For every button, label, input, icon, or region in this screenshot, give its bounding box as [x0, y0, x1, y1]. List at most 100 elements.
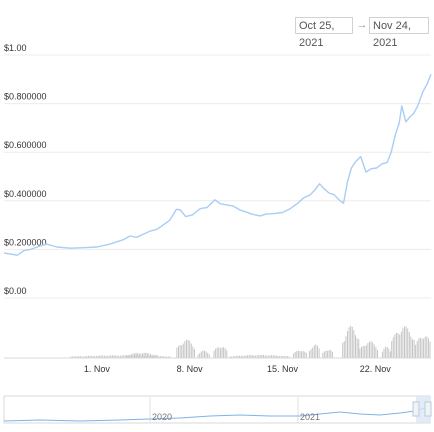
volume-bar: [87, 355, 89, 358]
volume-bar: [182, 343, 184, 358]
volume-bar: [137, 353, 139, 358]
volume-bar: [243, 355, 245, 358]
volume-bar: [358, 339, 360, 358]
volume-bar: [192, 346, 194, 358]
volume-bar: [355, 335, 356, 358]
volume-bar: [372, 342, 374, 358]
volume-bar: [364, 346, 366, 358]
volume-bar: [240, 355, 242, 358]
volume-bar: [426, 336, 428, 358]
volume-bar: [102, 355, 104, 358]
volume-bar: [322, 352, 324, 358]
volume-bar: [107, 355, 109, 358]
volume-bar: [148, 353, 150, 358]
volume-bar: [92, 356, 94, 358]
volume-bar: [151, 354, 153, 358]
volume-bar: [266, 355, 268, 358]
volume-bar: [313, 345, 315, 358]
volume-bar: [348, 327, 350, 358]
volume-bar: [216, 347, 218, 358]
volume-bar: [288, 356, 290, 358]
x-tick-label: 22. Nov: [360, 364, 392, 374]
volume-bar: [294, 351, 296, 358]
volume-bar: [350, 325, 352, 358]
volume-bar: [331, 351, 333, 358]
volume-bar: [169, 356, 171, 358]
y-tick-label: $0.600000: [4, 140, 47, 150]
volume-bar: [135, 353, 137, 358]
volume-bar: [421, 338, 423, 358]
volume-bar: [178, 346, 179, 358]
volume-bar: [258, 355, 260, 358]
volume-bar: [402, 328, 404, 358]
volume-bar: [235, 355, 237, 358]
volume-bar: [309, 350, 310, 358]
volume-bar: [317, 345, 318, 358]
navigator-left-handle[interactable]: [412, 401, 420, 417]
volume-bar: [272, 355, 274, 358]
volume-bar: [116, 355, 118, 358]
volume-bar: [89, 355, 91, 358]
volume-bar: [282, 356, 284, 358]
volume-bar: [359, 348, 361, 358]
volume-bar: [134, 353, 135, 358]
volume-bar: [263, 355, 264, 358]
volume-bar: [299, 351, 301, 358]
volume-bar: [143, 352, 145, 358]
volume-bar: [237, 355, 239, 358]
volume-bar: [231, 356, 232, 358]
volume-bar: [264, 355, 266, 358]
volume-bar: [71, 356, 73, 358]
volume-bar: [124, 355, 126, 358]
volume-bar: [330, 350, 332, 358]
volume-bar: [245, 355, 247, 358]
volume-bar: [389, 351, 391, 358]
volume-bar: [325, 350, 327, 358]
volume-bar: [253, 355, 255, 358]
volume-bar: [416, 341, 418, 358]
volume-bar: [404, 326, 405, 358]
volume-bar: [418, 338, 420, 358]
volume-bar: [94, 356, 96, 358]
volume-bar: [396, 333, 397, 358]
volume-bar: [110, 355, 112, 358]
volume-bar: [219, 348, 221, 358]
x-tick-label: 1. Nov: [84, 364, 111, 374]
volume-bar: [204, 350, 205, 358]
volume-bar: [373, 344, 375, 358]
volume-bar: [190, 343, 192, 358]
navigator-right-handle[interactable]: [424, 401, 432, 417]
volume-bar: [234, 356, 236, 358]
date-range-end-input[interactable]: Nov 24, 2021: [369, 17, 429, 49]
volume-bar: [304, 351, 306, 358]
volume-bar: [154, 354, 156, 358]
date-range-start-input[interactable]: Oct 25, 2021: [295, 17, 353, 49]
volume-bar: [108, 355, 110, 358]
volume-bar: [166, 356, 168, 358]
volume-bar: [78, 356, 80, 358]
volume-bar: [123, 355, 125, 358]
volume-bar: [127, 355, 129, 358]
volume-bar: [361, 346, 362, 358]
volume-bar: [423, 338, 425, 358]
volume-bar: [97, 355, 99, 358]
volume-bar: [91, 355, 93, 358]
volume-bar: [145, 352, 147, 358]
volume-bar: [226, 350, 228, 358]
y-tick-label: $0.200000: [4, 237, 47, 247]
volume-bar: [413, 339, 415, 358]
volume-bar: [129, 354, 131, 358]
volume-bar: [400, 331, 402, 358]
volume-bar: [302, 351, 304, 358]
volume-bar: [412, 339, 413, 358]
volume-bar: [385, 346, 387, 358]
volume-bar: [399, 334, 401, 358]
volume-bar: [121, 355, 123, 358]
navigator-line: [3, 407, 426, 422]
volume-bar: [280, 356, 282, 358]
volume-bar: [189, 341, 191, 358]
volume-bar: [194, 349, 195, 358]
volume-bar: [156, 355, 158, 358]
range-navigator[interactable]: 2020 2021: [3, 395, 432, 424]
